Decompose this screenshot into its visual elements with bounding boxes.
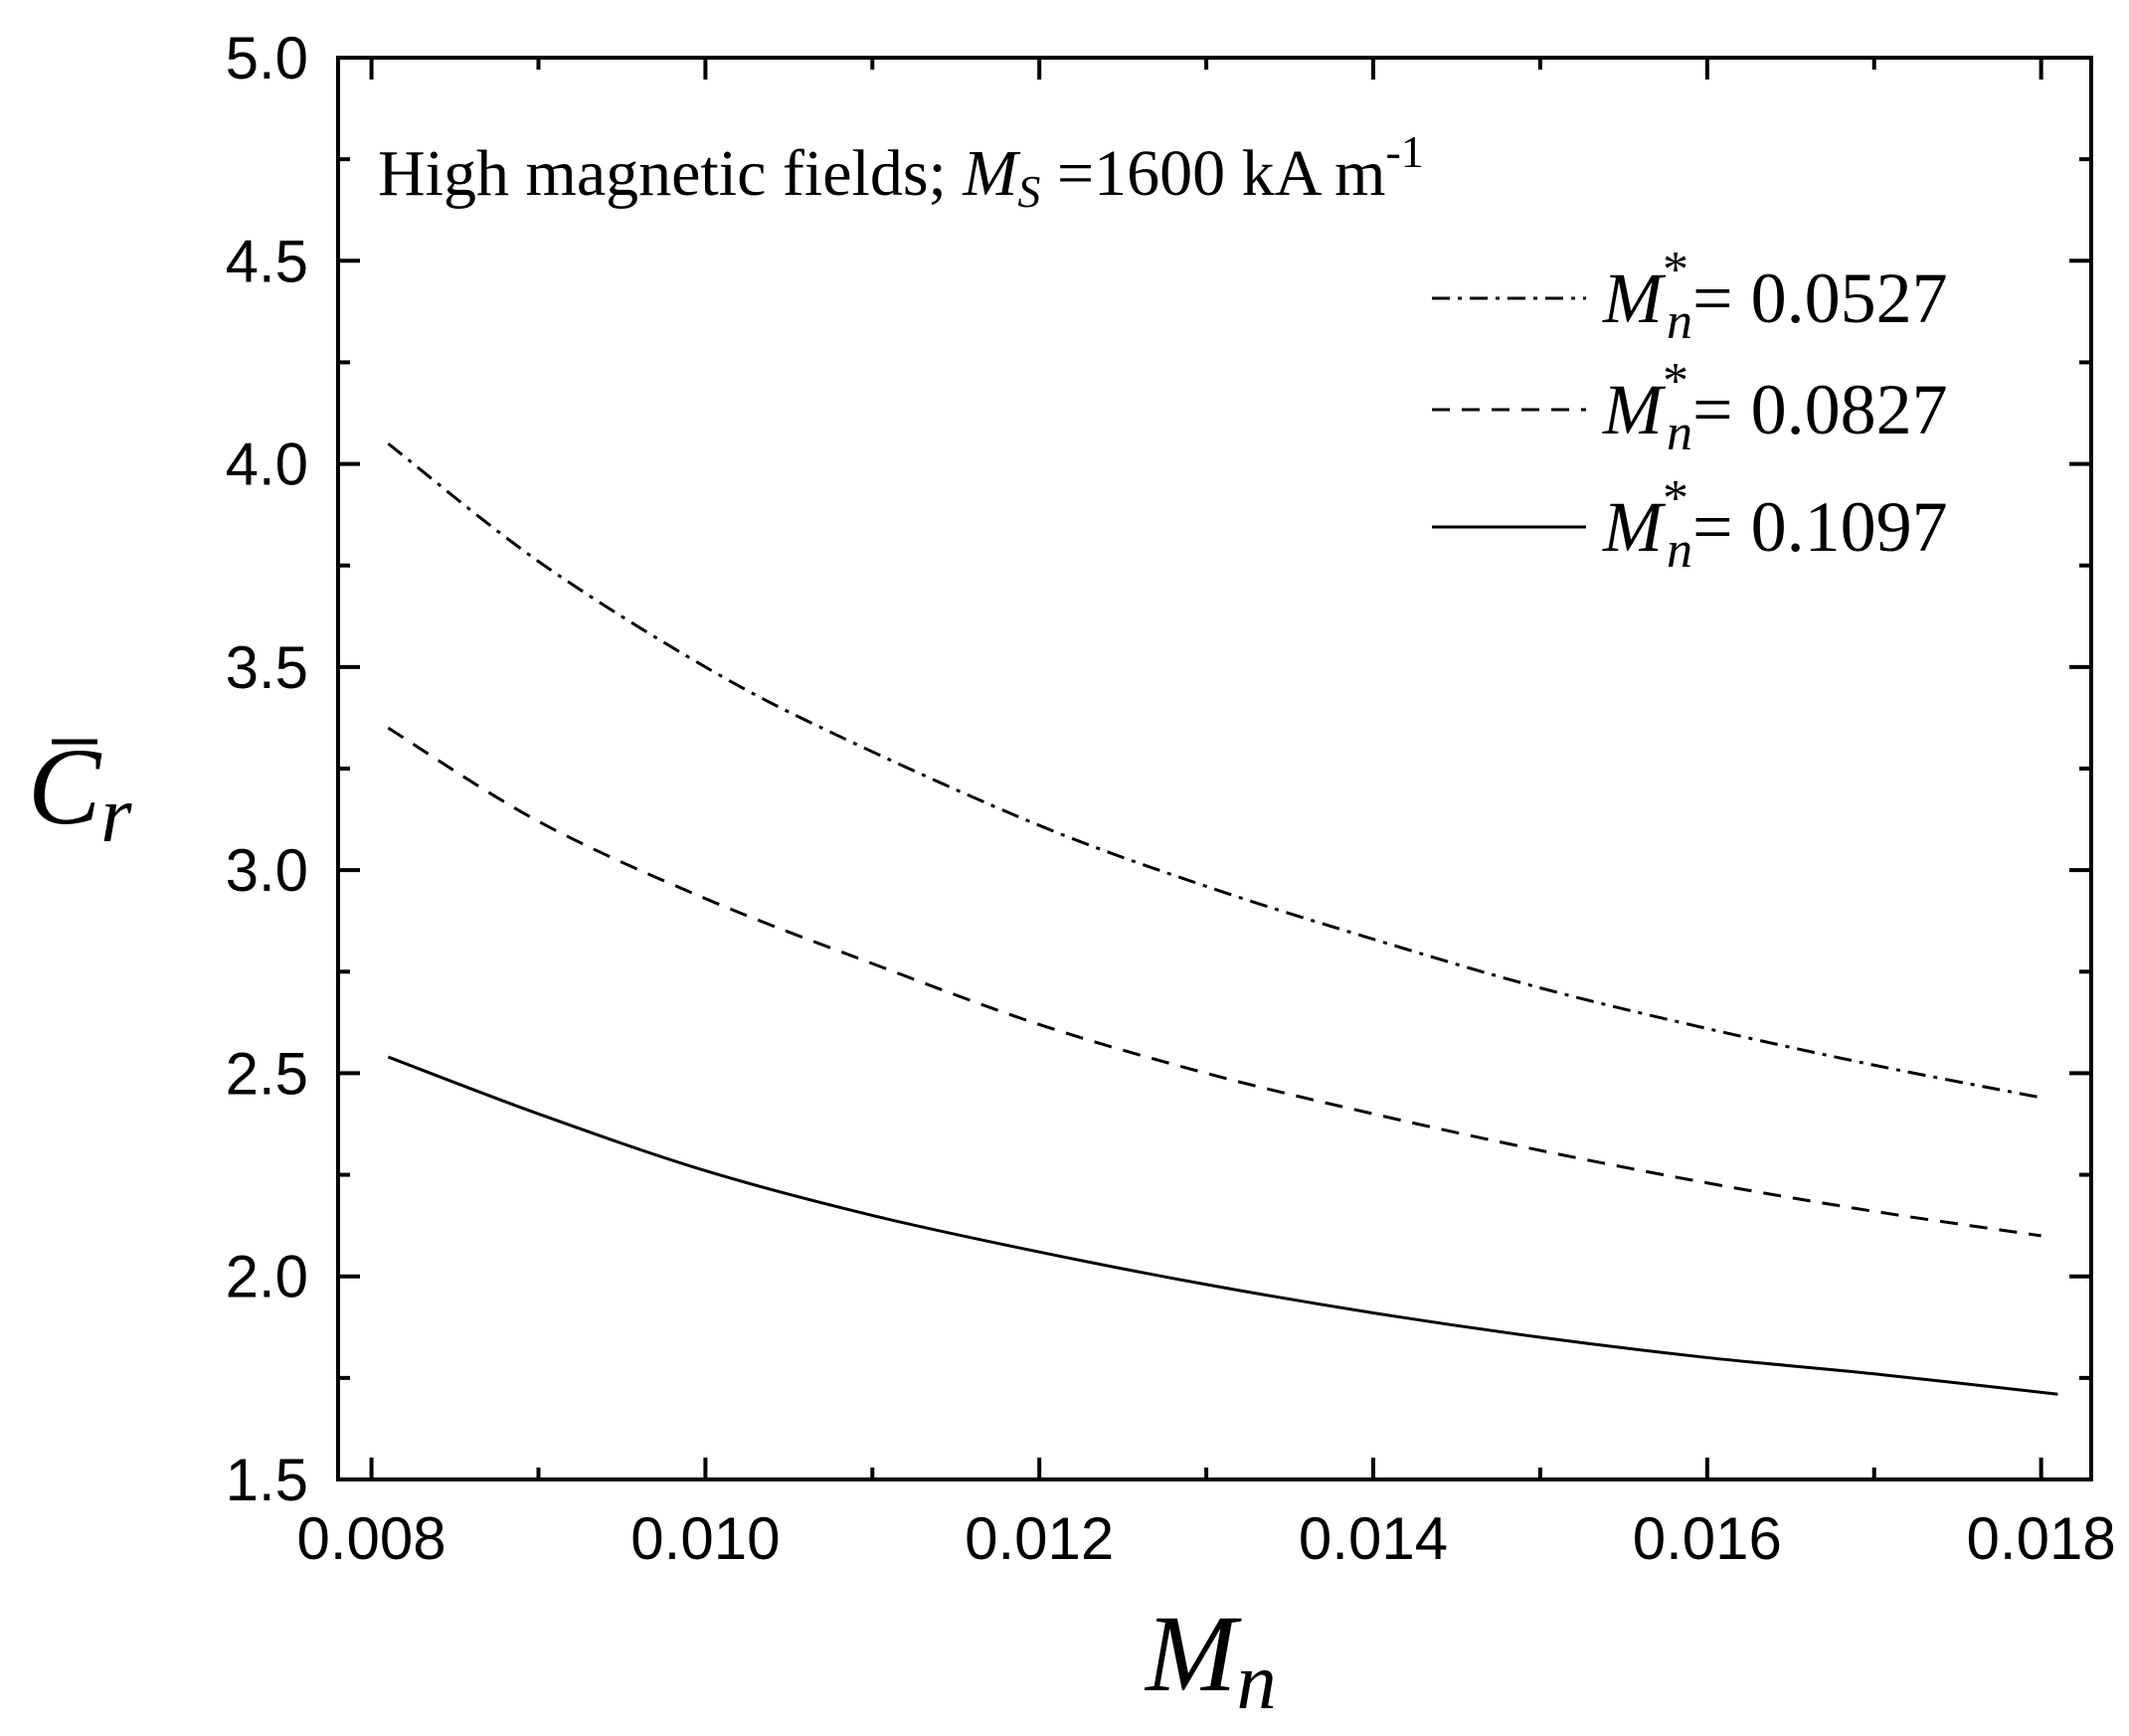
annotation-var: M — [962, 137, 1021, 210]
y-tick-label: 3.0 — [226, 837, 308, 904]
legend-var-sub: n — [1667, 522, 1692, 579]
y-axis-label: Cr — [28, 726, 132, 859]
legend-label-2: M* n= 0.1097 — [1602, 470, 1948, 579]
x-tick-label: 0.012 — [965, 1505, 1114, 1572]
annotation-value: =1600 kA m — [1040, 137, 1385, 210]
y-tick-label: 2.5 — [226, 1040, 308, 1107]
legend-value: = 0.1097 — [1692, 487, 1948, 567]
legend-var-sub: n — [1667, 293, 1692, 350]
x-axis-label: Mn — [1144, 1593, 1277, 1726]
y-tick-label: 3.5 — [226, 634, 308, 701]
x-label-sub: n — [1237, 1639, 1277, 1726]
annotation-text: High magnetic fields; MS =1600 kA m-1 — [378, 126, 1424, 217]
series-line-0 — [387, 441, 2041, 1100]
y-label-main: C — [28, 726, 102, 847]
series-group — [387, 441, 2058, 1396]
annotation-var-sub: S — [1017, 166, 1040, 217]
series-line-1 — [387, 726, 2041, 1238]
series-line-2 — [387, 1055, 2058, 1396]
legend-var-sup: * — [1663, 242, 1688, 298]
legend-var-sub: n — [1667, 405, 1692, 461]
legend-var: M — [1602, 370, 1667, 449]
legend-var: M — [1602, 487, 1667, 567]
legend-var: M — [1602, 259, 1667, 338]
y-tick-label: 4.5 — [226, 228, 308, 294]
x-tick-label: 0.008 — [297, 1505, 446, 1572]
legend-value: = 0.0827 — [1692, 370, 1948, 449]
y-label-text: Cr — [28, 726, 132, 859]
annotation-exp: -1 — [1385, 126, 1423, 177]
x-tick-label: 0.014 — [1299, 1505, 1448, 1572]
legend-label-1: M* n= 0.0827 — [1602, 353, 1948, 461]
x-tick-label: 0.016 — [1633, 1505, 1782, 1572]
plot-frame — [336, 56, 2093, 1481]
legend-var-sup: * — [1663, 470, 1688, 527]
y-tick-labels: 1.5 2.0 2.5 3.0 3.5 4.0 4.5 5.0 — [226, 25, 308, 1513]
y-label-sub: r — [100, 772, 132, 859]
x-tick-labels: 0.008 0.010 0.012 0.014 0.016 0.018 — [297, 1505, 2116, 1572]
x-tick-label: 0.018 — [1967, 1505, 2116, 1572]
y-tick-label: 5.0 — [226, 25, 308, 91]
annotation-prefix: High magnetic fields; — [378, 137, 963, 210]
y-tick-label: 4.0 — [226, 432, 308, 498]
legend-value: = 0.0527 — [1692, 259, 1948, 338]
x-tick-label: 0.010 — [630, 1505, 780, 1572]
legend-var-sup: * — [1663, 353, 1688, 410]
legend-label-0: M* n= 0.0527 — [1602, 242, 1948, 350]
y-tick-label: 2.0 — [226, 1244, 308, 1310]
x-label-main: M — [1144, 1593, 1242, 1714]
y-tick-label: 1.5 — [226, 1447, 308, 1513]
